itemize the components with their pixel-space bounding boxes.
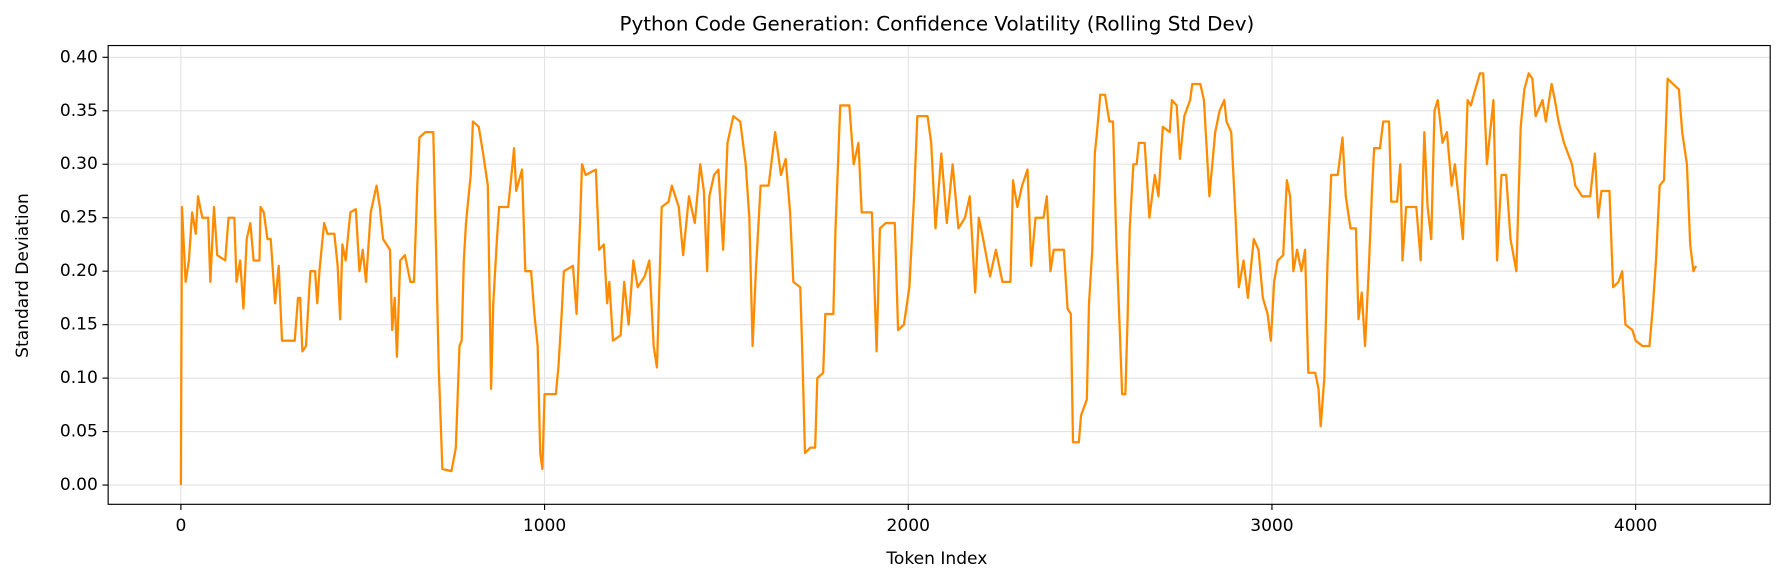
x-tick-label: 3000 <box>1250 516 1293 536</box>
y-tick-label: 0.40 <box>60 47 98 67</box>
y-tick-label: 0.00 <box>60 475 98 495</box>
data-line <box>179 72 1698 486</box>
y-tick-label: 0.20 <box>60 261 98 281</box>
x-axis-label: Token Index <box>885 549 987 569</box>
x-tick-label: 0 <box>175 516 186 536</box>
plot-frame <box>107 44 1771 505</box>
y-axis-label: Standard Deviation <box>13 193 33 358</box>
y-tick-label: 0.30 <box>60 154 98 174</box>
x-tick-label: 2000 <box>887 516 930 536</box>
y-tick-label: 0.35 <box>60 101 98 121</box>
y-tick-label: 0.10 <box>60 368 98 388</box>
y-tick-label: 0.15 <box>60 315 98 335</box>
x-tick-label: 4000 <box>1614 516 1657 536</box>
x-tick-label: 1000 <box>523 516 566 536</box>
chart-title: Python Code Generation: Confidence Volat… <box>619 13 1254 36</box>
y-tick-label: 0.05 <box>60 422 98 442</box>
y-tick-label: 0.25 <box>60 208 98 228</box>
